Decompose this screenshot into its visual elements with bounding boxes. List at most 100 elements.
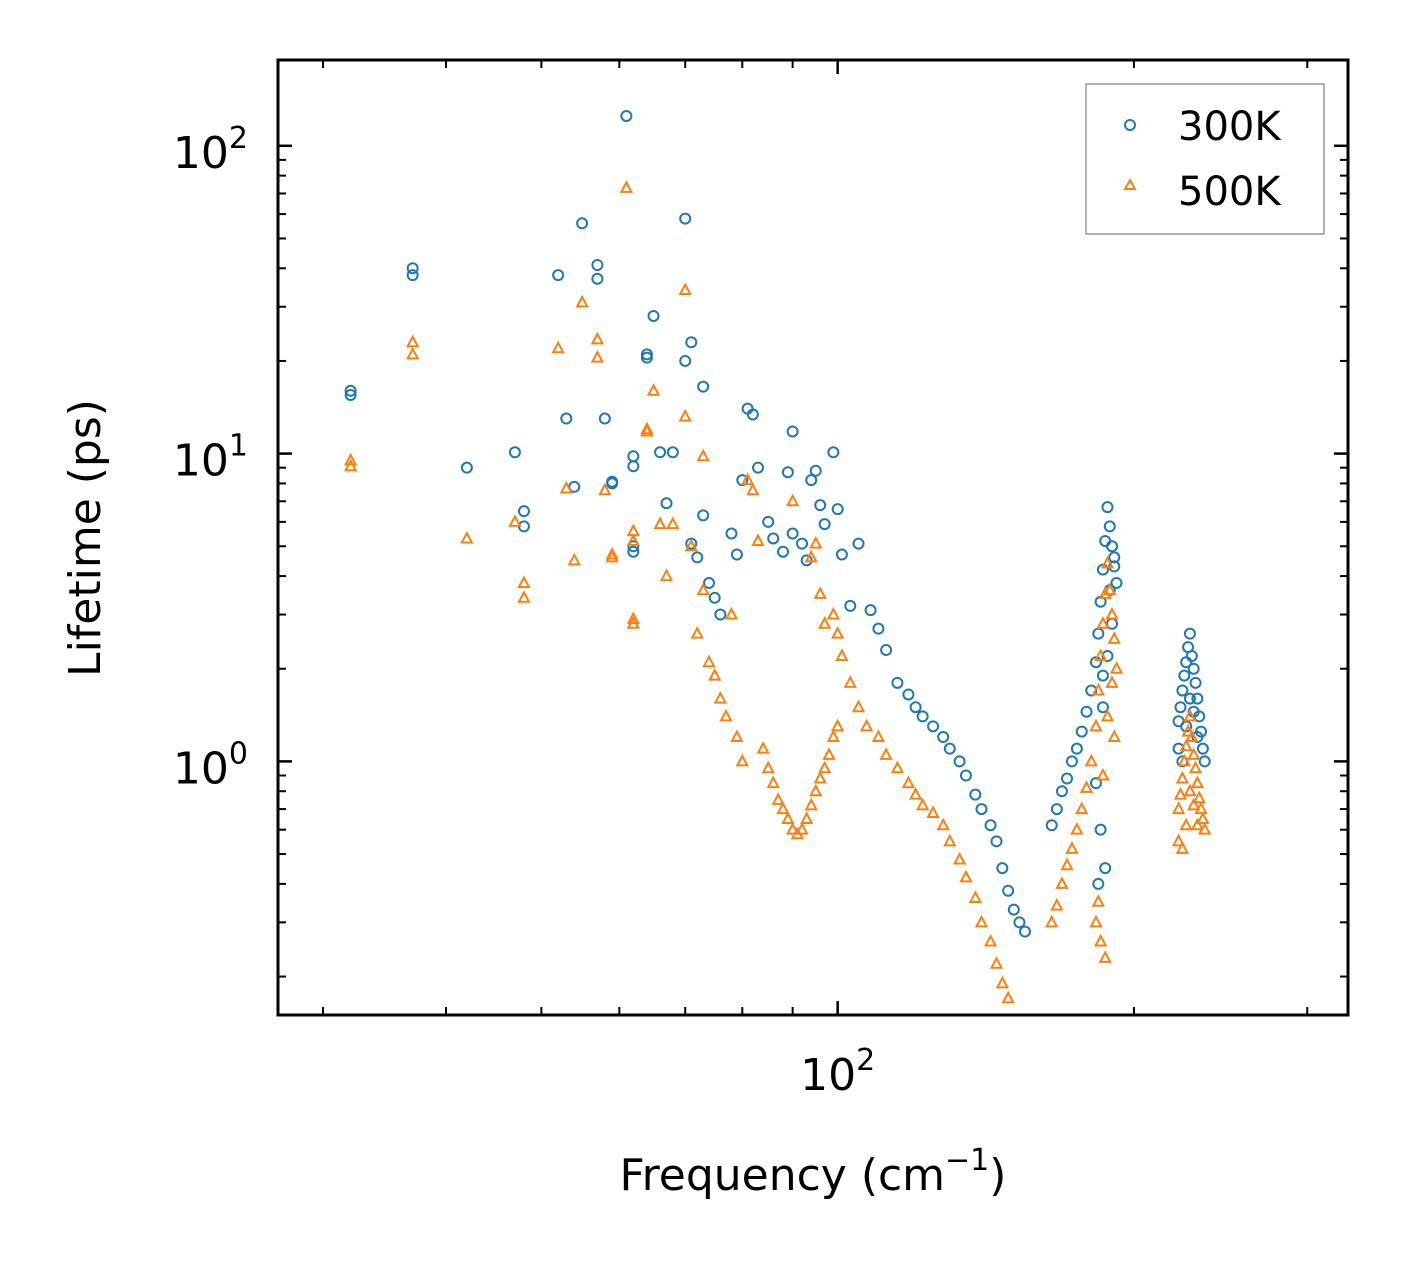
data-point-500k xyxy=(901,775,916,789)
y-axis-label: Lifetime (ps) xyxy=(60,399,111,677)
data-point-300k xyxy=(647,309,660,322)
data-point-300k xyxy=(1099,535,1112,548)
data-point-300k xyxy=(872,622,885,635)
data-point-300k xyxy=(746,408,759,421)
data-point-500k xyxy=(916,797,930,811)
data-point-300k xyxy=(344,384,357,397)
legend-marker-500k xyxy=(1123,177,1137,190)
data-point-300k xyxy=(640,348,653,361)
data-point-500k xyxy=(804,549,818,563)
data-point-500k xyxy=(989,956,1004,969)
data-point-500k xyxy=(851,699,866,713)
data-point-300k xyxy=(1108,551,1121,564)
data-point-300k xyxy=(1096,701,1109,714)
data-point-500k xyxy=(943,833,957,847)
data-point-500k xyxy=(678,408,692,422)
data-point-500k xyxy=(1089,914,1103,928)
data-point-500k xyxy=(1050,897,1064,911)
data-point-300k xyxy=(1065,755,1078,768)
data-point-500k xyxy=(708,667,722,681)
data-point-500k xyxy=(1105,675,1119,688)
data-point-500k xyxy=(1187,747,1201,760)
data-point-500k xyxy=(761,760,775,774)
data-point-300k xyxy=(1055,785,1068,798)
data-point-500k xyxy=(781,811,795,824)
data-point-300k xyxy=(598,412,611,425)
data-point-500k xyxy=(690,626,704,639)
data-point-500k xyxy=(575,294,589,308)
x-axis-label: Frequency (cm−1) xyxy=(620,1143,1007,1201)
data-point-500k xyxy=(1105,606,1119,620)
data-point-300k xyxy=(814,499,827,512)
data-point-500k xyxy=(1107,631,1121,644)
data-point-300k xyxy=(691,551,704,564)
data-point-500k xyxy=(826,729,841,743)
data-point-300k xyxy=(1185,650,1198,663)
data-point-300k xyxy=(990,835,1003,848)
data-point-500k xyxy=(1183,708,1197,722)
data-point-300k xyxy=(835,548,848,561)
data-point-500k xyxy=(1185,729,1199,743)
data-point-500k xyxy=(730,729,744,743)
data-point-300k xyxy=(916,710,929,723)
data-point-500k xyxy=(831,718,845,732)
data-point-300k xyxy=(959,769,972,782)
data-point-500k xyxy=(1055,876,1069,889)
data-point-300k xyxy=(844,599,857,612)
data-point-500k xyxy=(343,458,358,472)
data-point-300k xyxy=(762,515,775,528)
data-point-500k xyxy=(640,423,654,437)
data-point-300k xyxy=(627,450,640,463)
data-point-300k xyxy=(1101,501,1114,514)
data-point-500k xyxy=(804,797,818,811)
data-point-300k xyxy=(1094,823,1107,836)
data-point-500k xyxy=(813,770,827,784)
data-point-500k xyxy=(785,493,800,507)
data-point-500k xyxy=(1179,738,1193,752)
data-point-500k xyxy=(1070,822,1084,835)
data-point-300k xyxy=(660,497,673,510)
data-point-300k xyxy=(508,446,521,459)
data-point-500k xyxy=(1107,729,1121,743)
data-point-300k xyxy=(1070,742,1083,755)
data-point-300k xyxy=(1018,925,1031,938)
data-point-300k xyxy=(880,644,893,657)
x-tick-label: 102 xyxy=(800,1043,875,1101)
data-point-300k xyxy=(1013,916,1026,929)
data-point-500k xyxy=(813,586,827,599)
data-point-300k xyxy=(786,527,799,540)
data-point-500k xyxy=(766,775,780,789)
data-point-300k xyxy=(953,755,966,768)
data-point-300k xyxy=(1110,576,1123,589)
data-point-300k xyxy=(937,731,950,744)
data-point-300k xyxy=(818,518,831,531)
y-tick-label: 101 xyxy=(173,429,248,487)
series-500k xyxy=(343,180,1212,1004)
data-point-300k xyxy=(620,109,633,122)
data-point-300k xyxy=(1089,777,1102,790)
data-point-500k xyxy=(1098,950,1112,963)
data-point-500k xyxy=(936,817,950,831)
data-point-500k xyxy=(1045,914,1059,928)
data-point-300k xyxy=(552,269,565,282)
data-point-500k xyxy=(719,708,733,722)
data-point-300k xyxy=(1198,755,1211,768)
data-point-300k xyxy=(1196,742,1209,755)
data-point-500k xyxy=(1001,990,1015,1004)
data-point-300k xyxy=(1092,877,1105,890)
data-point-300k xyxy=(1050,803,1063,816)
data-point-300k xyxy=(786,425,799,438)
data-point-500k xyxy=(809,535,823,549)
data-point-300k xyxy=(927,720,940,733)
data-point-500k xyxy=(817,760,832,774)
data-point-500k xyxy=(859,718,874,732)
data-point-300k xyxy=(685,537,698,550)
legend-label-500k: 500K xyxy=(1178,169,1282,215)
legend: 300K 500K xyxy=(1085,83,1325,235)
data-point-500k xyxy=(666,516,680,530)
data-point-500k xyxy=(696,582,710,596)
data-point-500k xyxy=(517,575,531,588)
data-point-500k xyxy=(1100,555,1115,569)
data-point-300k xyxy=(1172,742,1185,755)
